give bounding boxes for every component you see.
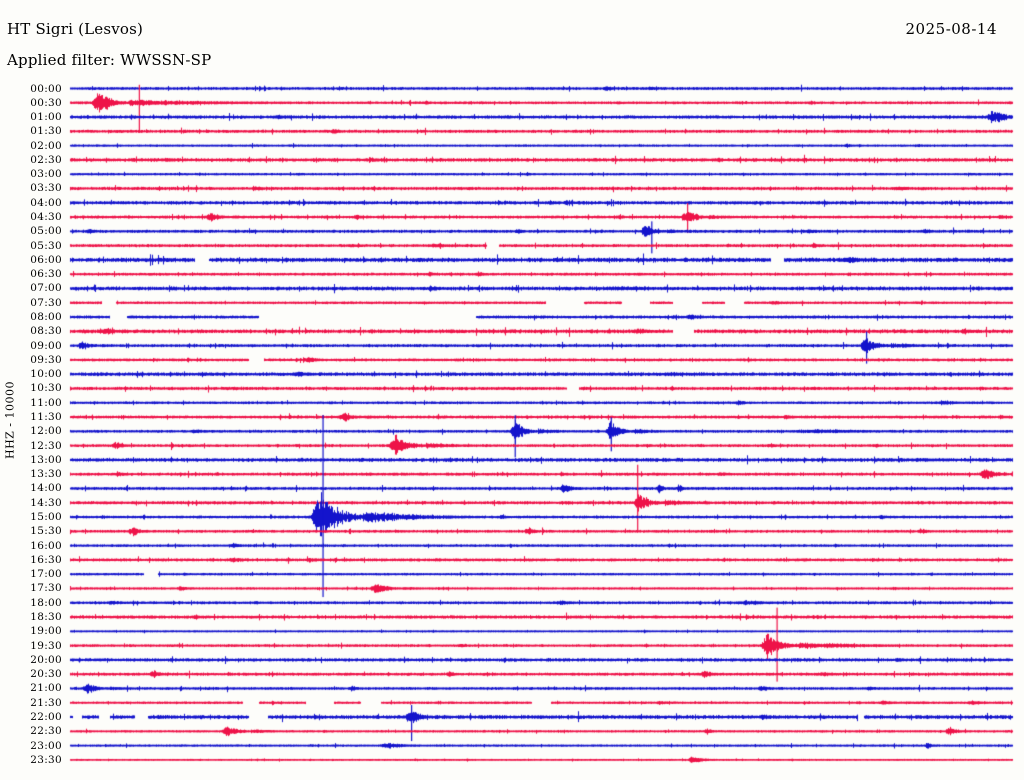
- helicorder-plot-canvas: [0, 0, 1024, 780]
- helicorder-page: HT Sigri (Lesvos) 2025-08-14 Applied fil…: [0, 0, 1024, 780]
